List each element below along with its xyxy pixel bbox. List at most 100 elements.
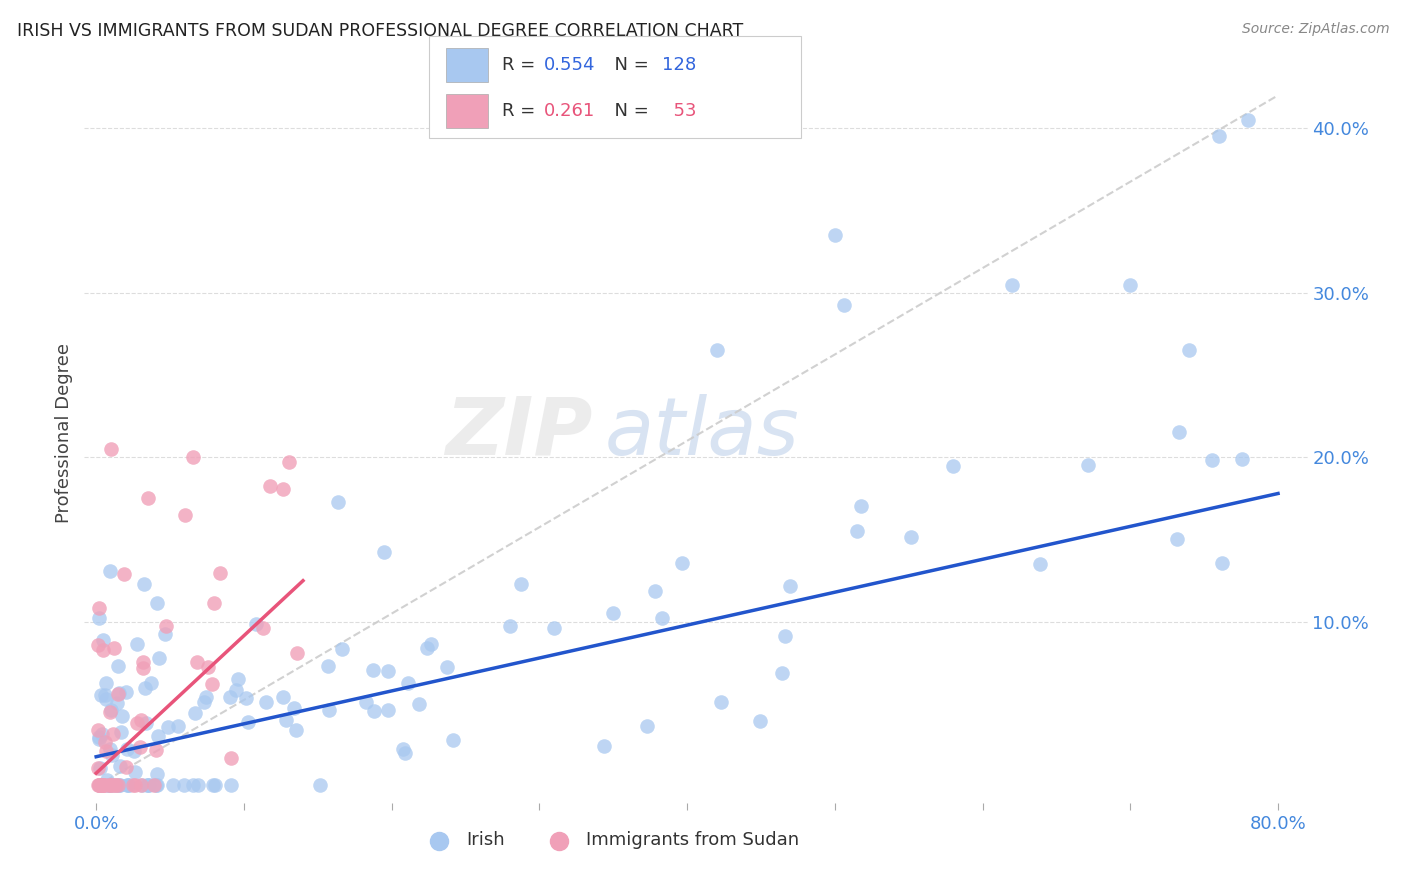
Point xyxy=(124,764,146,779)
Point xyxy=(167,718,190,732)
Text: Source: ZipAtlas.com: Source: ZipAtlas.com xyxy=(1241,22,1389,37)
Point xyxy=(834,298,856,312)
Point xyxy=(245,617,267,632)
Point xyxy=(86,761,108,775)
Point xyxy=(108,686,131,700)
Point xyxy=(131,778,153,792)
Point xyxy=(173,778,195,792)
Point xyxy=(1166,533,1188,547)
Point xyxy=(1001,277,1024,292)
Point xyxy=(420,637,443,651)
Point xyxy=(91,778,114,792)
Point xyxy=(98,778,121,792)
Point xyxy=(1201,453,1223,467)
Point xyxy=(91,642,114,657)
Point xyxy=(221,778,243,792)
Point xyxy=(87,600,110,615)
Point xyxy=(118,778,141,792)
Point xyxy=(354,695,377,709)
Point xyxy=(136,491,159,506)
Text: N =: N = xyxy=(603,102,655,120)
Point xyxy=(89,732,111,747)
Point xyxy=(101,748,124,763)
Point xyxy=(277,454,299,468)
Point xyxy=(197,659,219,673)
Point xyxy=(115,778,138,792)
Point xyxy=(94,778,117,792)
Point xyxy=(942,458,965,473)
Point xyxy=(259,479,281,493)
Point xyxy=(900,530,922,544)
Point xyxy=(129,778,152,792)
Point xyxy=(770,666,793,681)
Point xyxy=(107,659,129,673)
Point xyxy=(1208,129,1230,144)
Point xyxy=(271,482,294,496)
Point xyxy=(326,494,349,508)
Point xyxy=(644,583,666,598)
Point xyxy=(187,778,209,792)
Point xyxy=(377,665,399,679)
Point xyxy=(145,743,167,757)
Point xyxy=(110,778,132,792)
Point xyxy=(107,687,129,701)
Point xyxy=(138,778,160,792)
Text: IRISH VS IMMIGRANTS FROM SUDAN PROFESSIONAL DEGREE CORRELATION CHART: IRISH VS IMMIGRANTS FROM SUDAN PROFESSIO… xyxy=(17,22,744,40)
Point xyxy=(1211,556,1233,570)
Point xyxy=(98,742,121,756)
Point xyxy=(846,524,869,538)
Point xyxy=(121,778,143,792)
Point xyxy=(91,726,114,740)
Point xyxy=(363,663,385,677)
Point xyxy=(146,597,169,611)
Text: 128: 128 xyxy=(662,56,696,74)
Point xyxy=(276,713,298,727)
Point xyxy=(148,729,170,743)
Point xyxy=(134,577,156,591)
Point xyxy=(181,450,204,465)
Point xyxy=(86,638,108,652)
Point xyxy=(131,656,153,670)
Point xyxy=(1230,452,1253,467)
Point xyxy=(134,681,156,695)
Point xyxy=(90,688,112,702)
Point xyxy=(651,611,673,625)
Point xyxy=(1119,277,1142,292)
Point xyxy=(394,747,416,761)
Point xyxy=(202,596,225,610)
Point xyxy=(318,703,340,717)
Point xyxy=(107,778,129,792)
Point xyxy=(219,690,242,704)
Point xyxy=(252,621,274,635)
Text: 0.554: 0.554 xyxy=(544,56,596,74)
Point xyxy=(104,778,127,792)
Point xyxy=(98,778,121,792)
Point xyxy=(129,713,152,727)
Point xyxy=(145,778,167,792)
Point xyxy=(89,611,111,625)
Point xyxy=(132,661,155,675)
Point xyxy=(105,697,128,711)
Point xyxy=(162,778,184,792)
Point xyxy=(105,778,128,792)
Point xyxy=(91,778,114,792)
Point xyxy=(636,719,658,733)
Text: R =: R = xyxy=(502,56,541,74)
Point xyxy=(86,723,108,738)
Point xyxy=(226,672,249,686)
Point xyxy=(139,676,162,690)
Point xyxy=(146,767,169,781)
Point xyxy=(97,778,120,792)
Point xyxy=(98,706,121,720)
Point xyxy=(849,500,872,514)
Point xyxy=(96,778,118,792)
Text: 53: 53 xyxy=(662,102,697,120)
Point xyxy=(136,778,159,792)
Point xyxy=(285,723,308,737)
Point xyxy=(98,565,121,579)
Point xyxy=(89,778,111,792)
Point xyxy=(499,619,522,633)
Point xyxy=(706,343,728,358)
Point xyxy=(101,778,124,792)
Point xyxy=(408,698,430,712)
